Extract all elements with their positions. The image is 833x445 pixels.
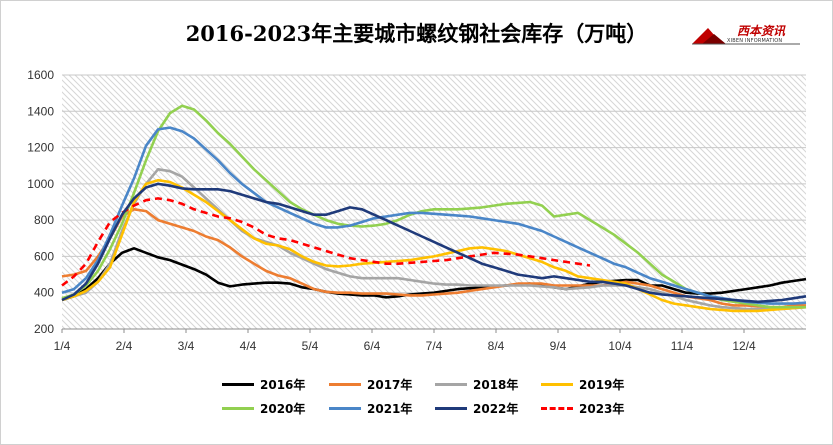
legend-item: 2020年	[222, 397, 305, 419]
y-tick-label: 1000	[27, 177, 54, 191]
series-line-2021年	[61, 126, 807, 305]
legend-label: 2022年	[473, 401, 519, 416]
chart-title: 2016-2023年主要城市螺纹钢社会库存（万吨）	[185, 21, 648, 46]
legend-label: 2016年	[260, 377, 306, 392]
series-line-2023年	[61, 197, 591, 287]
legend-swatch	[541, 406, 573, 410]
x-tick-label: 6/4	[364, 339, 381, 353]
y-tick-label: 1400	[27, 104, 54, 118]
x-tick-label: 9/4	[550, 339, 567, 353]
legend-swatch	[222, 406, 254, 410]
legend-item: 2022年	[435, 397, 518, 419]
legend-label: 2019年	[579, 377, 625, 392]
y-tick-label: 800	[34, 213, 54, 227]
legend-swatch	[435, 406, 467, 410]
legend-item: 2017年	[329, 373, 412, 395]
logo-wordmark: 西本资讯	[737, 24, 786, 38]
legend-item: 2019年	[541, 373, 624, 395]
series-line-2022年	[61, 182, 807, 304]
legend-swatch	[329, 382, 361, 386]
x-tick-label: 4/4	[240, 339, 257, 353]
series-lines	[61, 104, 807, 313]
series-line-2018年	[61, 168, 807, 311]
y-tick-label: 1200	[27, 141, 54, 155]
y-tick-label: 1600	[27, 68, 54, 82]
legend-item: 2021年	[329, 397, 412, 419]
logo-subtitle: XIBEN INFORMATION	[727, 38, 783, 44]
x-tick-label: 10/4	[608, 339, 632, 353]
legend-item: 2018年	[435, 373, 518, 395]
legend-label: 2017年	[367, 377, 413, 392]
legend-swatch	[435, 382, 467, 386]
legend-item: 2023年	[541, 397, 624, 419]
x-tick-label: 12/4	[732, 339, 756, 353]
legend-label: 2018年	[473, 377, 519, 392]
legend-label: 2023年	[579, 401, 625, 416]
x-tick-label: 7/4	[426, 339, 443, 353]
legend-label: 2021年	[367, 401, 413, 416]
x-tick-label: 11/4	[671, 339, 694, 353]
legend-swatch	[222, 382, 254, 386]
series-line-2016年	[61, 247, 807, 302]
axes: 200 400 600 800 1000 1200 1400 1600 1/4 2/4 3/4 4/4…	[27, 68, 806, 353]
y-tick-label: 400	[34, 286, 54, 300]
x-tick-label: 1/4	[54, 339, 71, 353]
x-tick-label: 3/4	[178, 339, 195, 353]
legend-item: 2016年	[222, 373, 305, 395]
y-tick-label: 200	[34, 322, 54, 336]
logo-icon	[692, 28, 800, 45]
x-tick-label: 8/4	[488, 339, 505, 353]
legend-swatch	[541, 382, 573, 386]
legend: 2016年 2017年 2018年 2019年 2020年 2021年 2022年 2023年	[222, 373, 642, 423]
y-tick-label: 600	[34, 249, 54, 263]
x-tick-label: 2/4	[116, 339, 133, 353]
legend-label: 2020年	[260, 401, 306, 416]
x-tick-label: 5/4	[302, 339, 319, 353]
legend-swatch	[329, 406, 361, 410]
